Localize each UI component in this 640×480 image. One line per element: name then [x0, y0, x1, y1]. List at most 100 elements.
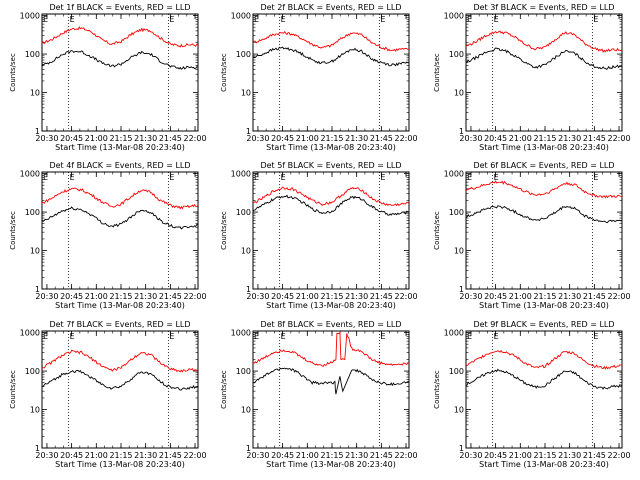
x-axis-label: Start Time (13-Mar-08 20:23:40): [266, 301, 396, 310]
y-tick-label: 100: [25, 208, 40, 217]
y-tick-label: 1: [35, 444, 40, 453]
x-tick-label: 20:45: [271, 451, 294, 460]
x-tick-label: 22:00: [395, 451, 418, 460]
plot-frame: [41, 171, 199, 290]
x-axis-label: Start Time (13-Mar-08 20:23:40): [479, 460, 609, 469]
x-tick-label: 21:15: [109, 134, 132, 143]
x-tick-label: 21:30: [558, 451, 581, 460]
x-tick-label: 21:00: [85, 134, 108, 143]
lld-series-line: [252, 331, 410, 367]
x-axis-label: Start Time (13-Mar-08 20:23:40): [266, 460, 396, 469]
x-axis-label: Start Time (13-Mar-08 20:23:40): [55, 143, 185, 152]
x-tick-label: 22:00: [395, 292, 418, 301]
x-tick-label: 21:15: [533, 292, 556, 301]
x-tick-label: 22:00: [608, 292, 631, 301]
event-marker-label: E: [281, 15, 286, 24]
x-tick-label: 20:45: [484, 292, 507, 301]
y-tick-label: 100: [449, 208, 464, 217]
detector-panel: Det 2f BLACK = Events, RED = LLD 1 10 100 10…: [220, 3, 418, 152]
events-series-line: [41, 369, 199, 391]
y-axis-label: Counts/sec: [220, 370, 228, 409]
event-marker-label: E: [281, 173, 286, 182]
x-axis-label: Start Time (13-Mar-08 20:23:40): [266, 143, 396, 152]
y-tick-label: 100: [25, 367, 40, 376]
x-tick-label: 21:00: [296, 451, 319, 460]
x-tick-label: 21:30: [345, 451, 368, 460]
event-marker-label: E: [281, 332, 286, 341]
y-tick-label: 1: [246, 127, 251, 136]
lld-series-line: [465, 30, 623, 53]
x-tick-label: 20:30: [246, 451, 269, 460]
event-marker-label: E: [593, 332, 598, 341]
detector-panel: Det 3f BLACK = Events, RED = LLD 1 10 100 10…: [433, 3, 631, 152]
corner-label: E: [43, 15, 48, 24]
x-tick-label: 20:45: [60, 292, 83, 301]
x-tick-label: 21:45: [583, 134, 606, 143]
detector-panel: Det 7f BLACK = Events, RED = LLD 1 10 100 10…: [9, 320, 207, 469]
panel-title: Det 5f BLACK = Events, RED = LLD: [260, 161, 401, 170]
detector-panel: Det 1f BLACK = Events, RED = LLD 1 10 100 10…: [9, 3, 207, 152]
y-axis-label: Counts/sec: [433, 211, 441, 250]
x-tick-label: 21:45: [370, 292, 393, 301]
events-series-line: [252, 46, 410, 67]
plot-frame: [465, 171, 623, 290]
x-axis-label: Start Time (13-Mar-08 20:23:40): [55, 301, 185, 310]
x-tick-label: 21:15: [320, 292, 343, 301]
x-tick-label: 21:00: [85, 451, 108, 460]
lld-series-line: [465, 349, 623, 370]
x-tick-label: 20:30: [459, 451, 482, 460]
x-tick-label: 20:30: [35, 134, 58, 143]
panel-title: Det 2f BLACK = Events, RED = LLD: [260, 3, 401, 12]
x-tick-label: 20:30: [35, 451, 58, 460]
x-tick-label: 20:45: [60, 134, 83, 143]
x-tick-label: 21:15: [109, 292, 132, 301]
event-marker-label: E: [494, 15, 499, 24]
y-tick-label: 100: [236, 367, 251, 376]
y-tick-label: 10: [454, 89, 464, 98]
x-tick-label: 22:00: [184, 451, 207, 460]
x-tick-label: 21:15: [533, 134, 556, 143]
detector-panel: Det 8f BLACK = Events, RED = LLD 1 10 100 10…: [220, 320, 418, 469]
events-series-line: [465, 47, 623, 70]
x-tick-label: 21:45: [583, 292, 606, 301]
y-tick-label: 10: [30, 247, 40, 256]
x-tick-label: 21:45: [370, 134, 393, 143]
y-tick-label: 1000: [231, 329, 251, 338]
panel-title: Det 1f BLACK = Events, RED = LLD: [49, 3, 190, 12]
events-series-line: [252, 194, 410, 216]
plot-frame: [41, 330, 199, 449]
x-tick-label: 20:30: [35, 292, 58, 301]
y-tick-label: 1000: [231, 170, 251, 179]
y-tick-label: 1: [459, 285, 464, 294]
plot-frame: [465, 330, 623, 449]
y-axis-label: Counts/sec: [220, 211, 228, 250]
panel-title: Det 4f BLACK = Events, RED = LLD: [49, 161, 190, 170]
lld-series-line: [252, 30, 410, 52]
event-marker-label: E: [169, 15, 174, 24]
y-tick-label: 1000: [444, 329, 464, 338]
y-tick-label: 1000: [20, 170, 40, 179]
lld-series-line: [252, 186, 410, 207]
corner-label: E: [467, 332, 472, 341]
x-tick-label: 22:00: [608, 134, 631, 143]
x-tick-label: 22:00: [184, 292, 207, 301]
y-tick-label: 10: [241, 247, 251, 256]
detector-panel: Det 5f BLACK = Events, RED = LLD 1 10 100 10…: [220, 161, 418, 310]
corner-label: E: [254, 15, 259, 24]
event-marker-label: E: [593, 173, 598, 182]
corner-label: E: [467, 173, 472, 182]
panel-title: Det 8f BLACK = Events, RED = LLD: [260, 320, 401, 329]
x-tick-label: 21:15: [320, 134, 343, 143]
x-tick-label: 21:00: [85, 292, 108, 301]
y-tick-label: 100: [236, 208, 251, 217]
y-tick-label: 100: [449, 50, 464, 59]
x-tick-label: 20:45: [484, 134, 507, 143]
event-marker-label: E: [380, 15, 385, 24]
event-marker-label: E: [494, 173, 499, 182]
x-tick-label: 21:30: [134, 134, 157, 143]
x-tick-label: 20:30: [459, 292, 482, 301]
x-tick-label: 20:30: [246, 134, 269, 143]
y-tick-label: 100: [449, 367, 464, 376]
x-tick-label: 21:00: [296, 292, 319, 301]
x-tick-label: 20:45: [271, 134, 294, 143]
